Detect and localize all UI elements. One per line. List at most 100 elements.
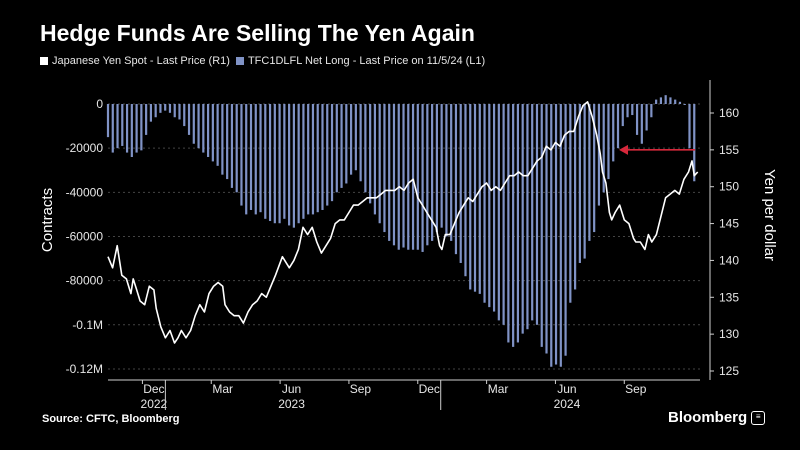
x-tick-label: Jun [282, 382, 301, 396]
position-bar [497, 104, 500, 321]
left-tick-label: -40000 [66, 185, 104, 199]
position-bar [597, 104, 601, 206]
position-bar [664, 95, 667, 104]
position-bar [221, 104, 224, 175]
position-bar [245, 104, 248, 215]
right-tick-label: 140 [719, 253, 739, 267]
left-tick-label: -60000 [66, 229, 104, 243]
position-bar [340, 104, 343, 188]
position-bar [602, 104, 605, 193]
position-bar [326, 104, 329, 206]
position-bar [426, 104, 429, 246]
left-tick-label: -20000 [66, 141, 104, 155]
position-bar [464, 104, 467, 277]
x-tick-label: Jun [557, 382, 576, 396]
position-bar [655, 99, 658, 104]
x-tick-label: Dec [419, 382, 440, 396]
position-bar [130, 104, 133, 157]
position-bar [383, 104, 386, 233]
position-bar [540, 104, 543, 347]
position-bar [512, 104, 515, 347]
position-bar [288, 104, 291, 226]
position-bar [135, 104, 138, 153]
position-bar [192, 104, 195, 144]
position-bar [431, 104, 434, 241]
position-bar [478, 104, 481, 294]
position-bar [264, 104, 267, 219]
position-bar [226, 104, 229, 180]
position-bar [173, 104, 176, 118]
position-bar [302, 104, 305, 219]
x-tick-label: Sep [350, 382, 372, 396]
position-bar [364, 104, 367, 193]
position-bar [593, 104, 596, 233]
position-bar [235, 104, 238, 193]
yen-spot-line [107, 101, 699, 344]
position-bar [583, 104, 586, 259]
position-bar [292, 104, 295, 228]
position-bar [111, 104, 114, 153]
position-bar [230, 104, 234, 188]
position-bar [650, 104, 653, 118]
position-bar [516, 104, 520, 343]
position-bar [392, 104, 396, 246]
right-tick-label: 125 [719, 364, 739, 378]
position-bar [635, 104, 639, 135]
position-bar [164, 104, 167, 111]
position-bar [545, 104, 548, 354]
left-tick-label: -80000 [66, 274, 104, 288]
position-bar [688, 104, 691, 149]
position-bar [693, 104, 696, 182]
x-year-label: 2024 [554, 397, 581, 411]
position-bar [335, 104, 338, 193]
position-bar [407, 104, 410, 250]
x-tick-label: Sep [625, 382, 647, 396]
position-bar [574, 104, 577, 290]
position-bar [416, 104, 419, 250]
position-bar [283, 104, 286, 219]
right-tick-label: 160 [719, 106, 739, 120]
legend-label-yen: Japanese Yen Spot - Last Price (R1) [52, 55, 230, 67]
position-bar [450, 104, 453, 241]
position-bar [254, 104, 257, 215]
chart-title: Hedge Funds Are Selling The Yen Again [40, 20, 475, 46]
position-bar [674, 99, 677, 104]
right-tick-label: 145 [719, 217, 739, 231]
position-bar [621, 104, 624, 127]
position-bar [345, 104, 348, 184]
position-bar [311, 104, 315, 215]
position-bar [183, 104, 186, 127]
position-bar [149, 104, 152, 122]
position-bar [206, 104, 210, 157]
position-bar [197, 104, 200, 149]
position-bar [569, 104, 572, 303]
left-tick-label: -0.12M [66, 362, 103, 376]
x-tick-label: Mar [488, 382, 509, 396]
right-axis-title: Yen per dollar [761, 169, 778, 261]
position-bar [240, 104, 243, 206]
right-tick-label: 150 [719, 180, 739, 194]
position-bar [297, 104, 300, 224]
position-bar [145, 104, 148, 135]
source-note: Source: CFTC, Bloomberg [42, 413, 180, 425]
position-bar [564, 104, 567, 356]
position-bar [488, 104, 491, 308]
position-bar [273, 104, 276, 224]
position-bar [373, 104, 377, 215]
right-tick-label: 135 [719, 290, 739, 304]
x-year-label: 2022 [141, 397, 168, 411]
position-bar [316, 104, 319, 213]
position-bar [140, 104, 143, 151]
position-bar [359, 104, 362, 182]
bloomberg-logo-icon: ≡ [751, 410, 766, 425]
position-bar [559, 104, 562, 367]
position-bar [249, 104, 253, 210]
position-bar [554, 104, 558, 365]
annotation-arrow-head [619, 144, 628, 155]
position-bar [216, 104, 219, 166]
position-bar [659, 97, 662, 104]
position-bar [612, 104, 615, 162]
position-bar [397, 104, 400, 250]
x-year-label: 2023 [278, 397, 305, 411]
